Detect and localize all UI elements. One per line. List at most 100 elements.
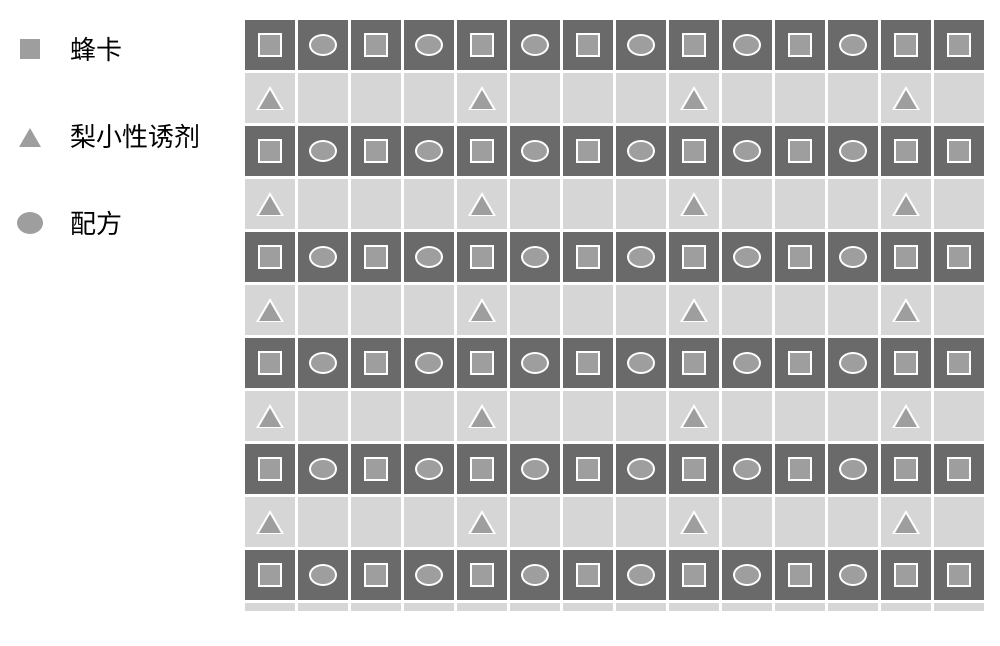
circle-icon: [415, 564, 443, 586]
grid-cell-light: [298, 73, 348, 123]
grid-cell-light: [722, 497, 772, 547]
grid-cell-light: [298, 285, 348, 335]
square-icon: [576, 563, 600, 587]
grid-cell-light: [404, 603, 454, 611]
grid-cell-dark: [245, 338, 295, 388]
grid-cell-light: [510, 179, 560, 229]
grid-cell-dark: [934, 232, 984, 282]
circle-icon: [627, 34, 655, 56]
grid-cell-light: [775, 73, 825, 123]
circle-icon: [627, 352, 655, 374]
legend-item-square: 蜂卡: [15, 30, 215, 67]
grid-cell-dark: [722, 20, 772, 70]
grid-cell-dark: [881, 550, 931, 600]
grid-cell-dark: [510, 550, 560, 600]
grid-cell-dark: [934, 338, 984, 388]
square-icon: [364, 245, 388, 269]
circle-icon: [415, 352, 443, 374]
circle-icon: [733, 140, 761, 162]
circle-icon: [521, 246, 549, 268]
square-icon: [788, 33, 812, 57]
grid-cell-dark: [298, 126, 348, 176]
circle-icon: [839, 458, 867, 480]
circle-icon: [521, 352, 549, 374]
circle-icon: [733, 246, 761, 268]
grid-cell-light: [404, 391, 454, 441]
grid-cell-light: [298, 391, 348, 441]
grid-cell-dark: [934, 550, 984, 600]
legend-item-triangle: 梨小性诱剂: [15, 117, 215, 154]
triangle-icon: [468, 192, 496, 216]
circle-icon: [521, 458, 549, 480]
light-row: [245, 285, 985, 335]
grid-cell-dark: [563, 338, 613, 388]
grid-cell-dark: [775, 126, 825, 176]
grid-cell-dark: [934, 20, 984, 70]
grid-cell-dark: [775, 232, 825, 282]
legend-label: 蜂卡: [70, 30, 122, 67]
grid-cell-light: [404, 179, 454, 229]
grid-cell-light: [881, 603, 931, 611]
grid-cell-dark: [404, 444, 454, 494]
grid-cell-light: [404, 285, 454, 335]
grid-cell-light: [510, 497, 560, 547]
grid-cell-dark: [298, 20, 348, 70]
grid-cell-dark: [404, 232, 454, 282]
circle-icon: [733, 34, 761, 56]
square-icon: [258, 139, 282, 163]
square-icon: [682, 139, 706, 163]
square-icon: [576, 33, 600, 57]
circle-icon: [415, 458, 443, 480]
grid-cell-dark: [457, 20, 507, 70]
grid-cell-dark: [351, 550, 401, 600]
square-icon: [788, 563, 812, 587]
grid-cell-light: [881, 391, 931, 441]
grid-cell-dark: [616, 338, 666, 388]
grid-cell-light: [934, 179, 984, 229]
grid-cell-dark: [404, 550, 454, 600]
grid-cell-light: [828, 391, 878, 441]
grid-cell-dark: [563, 126, 613, 176]
circle-icon: [309, 564, 337, 586]
square-icon: [364, 457, 388, 481]
square-icon: [894, 139, 918, 163]
square-icon: [788, 457, 812, 481]
grid-cell-dark: [298, 550, 348, 600]
grid-cell-dark: [616, 550, 666, 600]
grid-cell-dark: [510, 232, 560, 282]
grid-cell-dark: [457, 444, 507, 494]
grid-cell-dark: [828, 20, 878, 70]
square-icon: [788, 139, 812, 163]
grid-cell-dark: [245, 550, 295, 600]
grid-cell-dark: [669, 232, 719, 282]
grid-cell-dark: [245, 126, 295, 176]
square-icon: [894, 245, 918, 269]
circle-icon: [309, 352, 337, 374]
circle-icon: [839, 564, 867, 586]
square-icon: [947, 457, 971, 481]
grid-cell-light: [934, 285, 984, 335]
light-row: [245, 391, 985, 441]
grid-cell-dark: [298, 232, 348, 282]
grid-cell-light: [669, 497, 719, 547]
grid-cell-dark: [245, 444, 295, 494]
grid-cell-light: [298, 603, 348, 611]
grid-cell-light: [245, 391, 295, 441]
grid-cell-light: [563, 73, 613, 123]
triangle-icon: [256, 298, 284, 322]
triangle-icon: [468, 298, 496, 322]
square-icon: [682, 351, 706, 375]
grid-cell-light: [245, 497, 295, 547]
square-icon: [947, 563, 971, 587]
square-icon: [947, 139, 971, 163]
legend-label: 配方: [70, 204, 122, 241]
square-icon: [470, 457, 494, 481]
grid-cell-dark: [616, 232, 666, 282]
circle-icon: [521, 564, 549, 586]
circle-icon: [309, 140, 337, 162]
grid-cell-light: [510, 73, 560, 123]
grid-cell-light: [722, 285, 772, 335]
circle-icon: [415, 246, 443, 268]
grid-cell-dark: [457, 338, 507, 388]
grid-cell-light: [563, 603, 613, 611]
